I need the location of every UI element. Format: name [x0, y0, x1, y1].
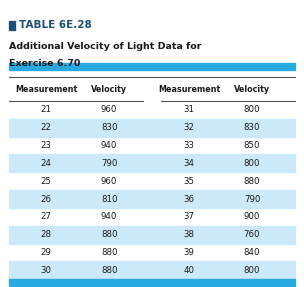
- Text: 800: 800: [244, 159, 260, 168]
- Text: 37: 37: [184, 212, 195, 221]
- Bar: [9, 119, 295, 137]
- Bar: [9, 279, 295, 286]
- Text: Exercise 6.70: Exercise 6.70: [9, 59, 81, 68]
- Text: Additional Velocity of Light Data for: Additional Velocity of Light Data for: [9, 42, 202, 51]
- Text: 790: 790: [244, 195, 260, 203]
- Text: 33: 33: [184, 141, 195, 150]
- Text: 900: 900: [244, 212, 260, 221]
- Bar: [9, 261, 295, 279]
- Text: 830: 830: [101, 123, 117, 132]
- Text: 880: 880: [101, 230, 117, 239]
- Text: 790: 790: [101, 159, 117, 168]
- Text: 880: 880: [244, 177, 260, 186]
- Text: 850: 850: [244, 141, 260, 150]
- Text: 940: 940: [101, 212, 117, 221]
- Bar: [9, 63, 295, 70]
- Text: 880: 880: [101, 248, 117, 257]
- Text: 960: 960: [101, 177, 117, 186]
- Bar: [9, 21, 15, 30]
- Text: 27: 27: [41, 212, 52, 221]
- Text: 25: 25: [41, 177, 52, 186]
- Text: 30: 30: [41, 266, 52, 275]
- Text: 28: 28: [41, 230, 52, 239]
- Text: Measurement: Measurement: [15, 85, 78, 94]
- Text: 34: 34: [184, 159, 195, 168]
- Text: 840: 840: [244, 248, 260, 257]
- Text: 800: 800: [244, 266, 260, 275]
- Text: 31: 31: [184, 105, 195, 115]
- Text: 40: 40: [184, 266, 195, 275]
- Text: 760: 760: [244, 230, 260, 239]
- Text: 24: 24: [41, 159, 52, 168]
- Bar: [9, 226, 295, 244]
- Text: TABLE 6E.28: TABLE 6E.28: [19, 20, 92, 30]
- Bar: [9, 190, 295, 208]
- Text: 32: 32: [184, 123, 195, 132]
- Text: 960: 960: [101, 105, 117, 115]
- Text: 23: 23: [41, 141, 52, 150]
- Text: Measurement: Measurement: [158, 85, 220, 94]
- Text: 22: 22: [41, 123, 52, 132]
- Text: 38: 38: [184, 230, 195, 239]
- Text: 21: 21: [41, 105, 52, 115]
- Text: 36: 36: [184, 195, 195, 203]
- Text: 880: 880: [101, 266, 117, 275]
- Text: 940: 940: [101, 141, 117, 150]
- Text: Velocity: Velocity: [91, 85, 127, 94]
- Text: 800: 800: [244, 105, 260, 115]
- Text: 29: 29: [41, 248, 52, 257]
- Text: 35: 35: [184, 177, 195, 186]
- Text: 39: 39: [184, 248, 195, 257]
- Text: 26: 26: [41, 195, 52, 203]
- Text: 830: 830: [244, 123, 260, 132]
- Text: 810: 810: [101, 195, 117, 203]
- Bar: [9, 154, 295, 172]
- Text: Velocity: Velocity: [234, 85, 270, 94]
